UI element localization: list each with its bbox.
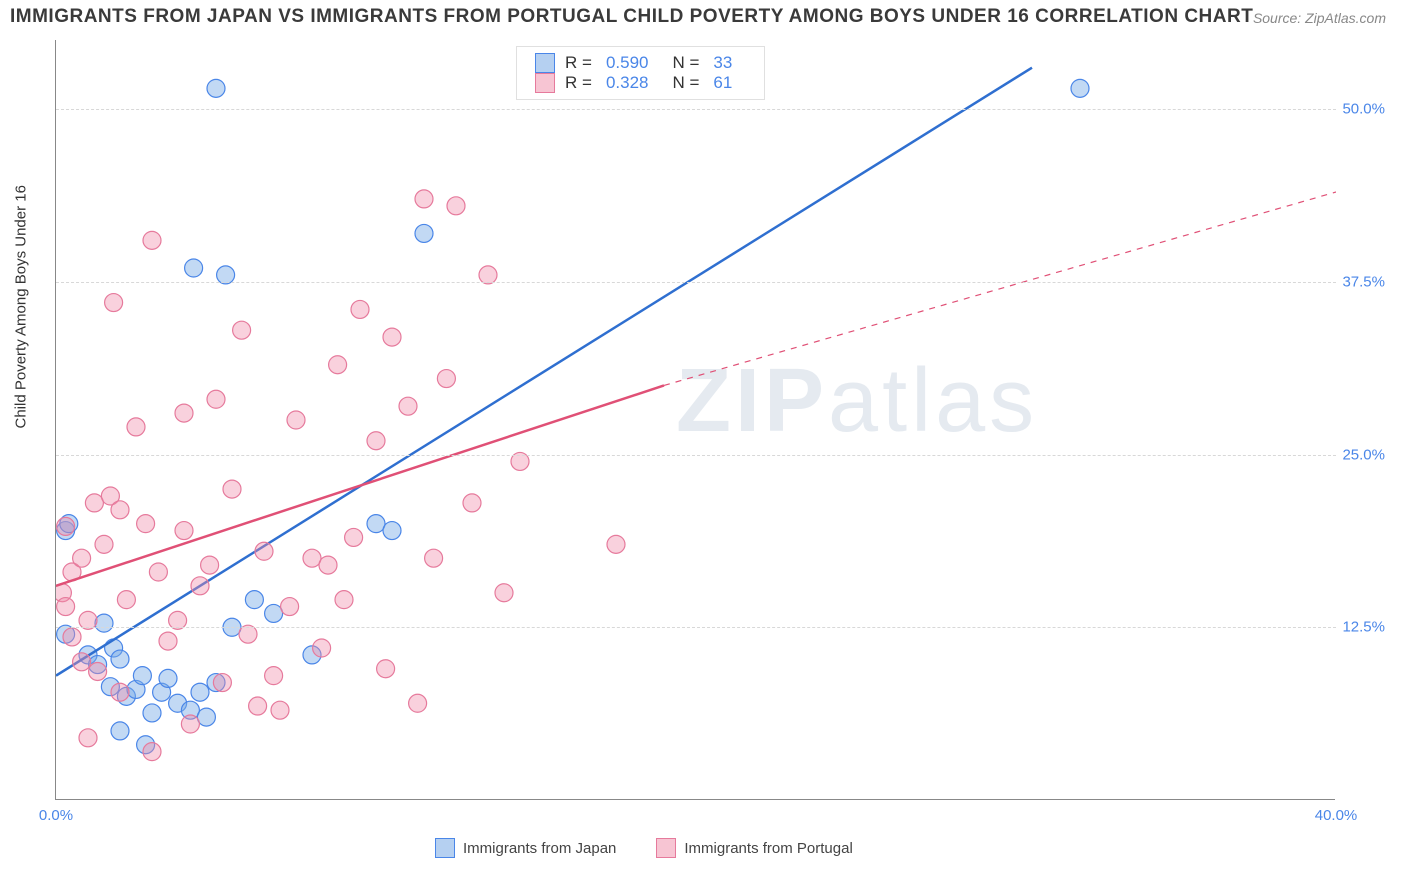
series-legend: Immigrants from Japan Immigrants from Po…	[435, 838, 853, 858]
gridline	[56, 455, 1336, 456]
gridline	[56, 109, 1336, 110]
swatch-portugal	[656, 838, 676, 858]
swatch-japan	[535, 53, 555, 73]
y-tick-label: 50.0%	[1342, 101, 1385, 118]
stats-row-japan: R = 0.590 N = 33	[535, 53, 746, 73]
stats-legend: R = 0.590 N = 33 R = 0.328 N = 61	[516, 46, 765, 100]
gridline	[56, 627, 1336, 628]
x-tick-label: 0.0%	[39, 807, 73, 824]
japan-n-value: 33	[713, 53, 732, 73]
n-label: N =	[672, 53, 699, 73]
portugal-r-value: 0.328	[606, 73, 649, 93]
y-tick-label: 25.0%	[1342, 446, 1385, 463]
watermark-light: atlas	[828, 351, 1038, 451]
legend-item-portugal: Immigrants from Portugal	[656, 838, 852, 858]
n-label: N =	[672, 73, 699, 93]
japan-r-value: 0.590	[606, 53, 649, 73]
chart-svg	[56, 40, 1336, 800]
y-tick-label: 37.5%	[1342, 273, 1385, 290]
swatch-portugal	[535, 73, 555, 93]
watermark: ZIPatlas	[676, 350, 1038, 453]
correlation-chart: ZIPatlas R = 0.590 N = 33 R = 0.328 N = …	[55, 40, 1390, 830]
stats-row-portugal: R = 0.328 N = 61	[535, 73, 746, 93]
swatch-japan	[435, 838, 455, 858]
y-tick-label: 12.5%	[1342, 619, 1385, 636]
r-label: R =	[565, 53, 592, 73]
legend-label-portugal: Immigrants from Portugal	[684, 840, 852, 857]
gridline	[56, 282, 1336, 283]
plot-area: ZIPatlas R = 0.590 N = 33 R = 0.328 N = …	[55, 40, 1335, 800]
legend-label-japan: Immigrants from Japan	[463, 840, 616, 857]
source-credit: Source: ZipAtlas.com	[1253, 10, 1386, 26]
x-tick-label: 40.0%	[1315, 807, 1358, 824]
chart-title: IMMIGRANTS FROM JAPAN VS IMMIGRANTS FROM…	[10, 6, 1253, 28]
portugal-n-value: 61	[713, 73, 732, 93]
y-axis-label: Child Poverty Among Boys Under 16	[13, 185, 30, 428]
r-label: R =	[565, 73, 592, 93]
watermark-bold: ZIP	[676, 351, 828, 451]
legend-item-japan: Immigrants from Japan	[435, 838, 616, 858]
